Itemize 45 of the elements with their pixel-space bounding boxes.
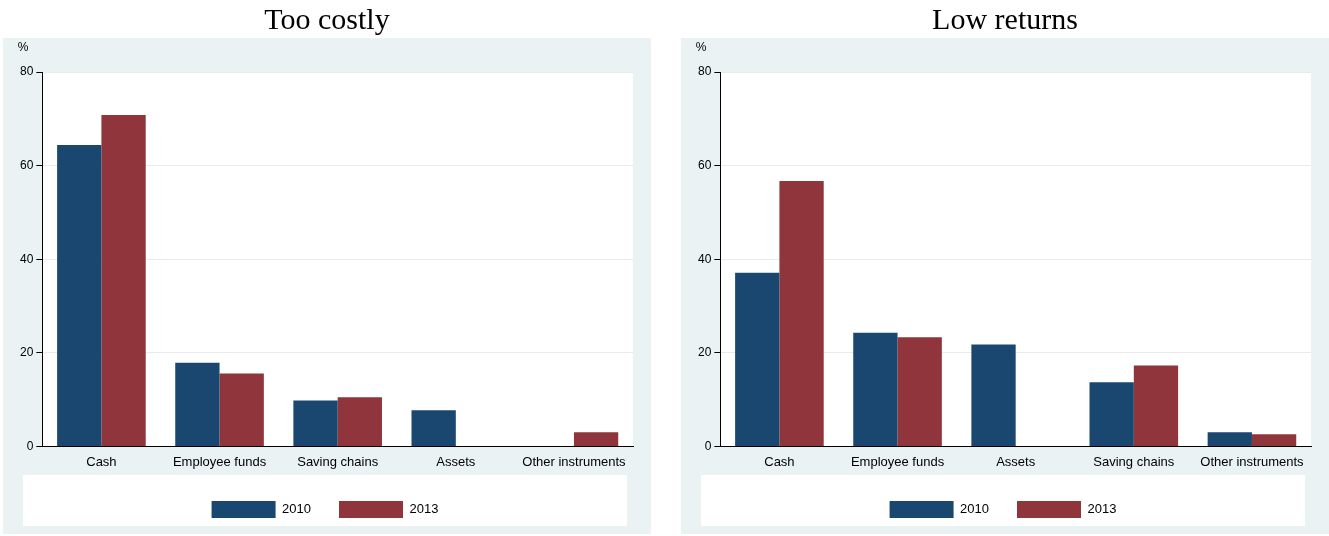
x-tick-label: Employee funds — [850, 453, 945, 469]
bar — [101, 115, 146, 446]
x-tick-label: Saving chains — [297, 453, 379, 469]
y-tick-label: 0 — [704, 438, 712, 453]
legend-label: 2010 — [282, 501, 311, 517]
y-tick-label: 60 — [697, 157, 712, 172]
bar — [779, 181, 824, 446]
x-tick-label: Other instruments — [1200, 453, 1305, 469]
y-tick-label: 80 — [697, 64, 712, 79]
bar — [1207, 432, 1252, 446]
bar — [175, 362, 220, 446]
y-axis-title: % — [17, 40, 29, 55]
x-tick-label: Cash — [764, 453, 795, 469]
bar — [219, 373, 264, 446]
legend-label: 2013 — [409, 501, 439, 517]
chart-title: Low returns — [931, 1, 1079, 37]
y-tick-label: 40 — [697, 251, 712, 266]
bar — [293, 400, 338, 446]
bar — [1133, 365, 1179, 446]
bar — [735, 272, 780, 446]
bar — [853, 332, 898, 446]
y-tick-label: 20 — [19, 345, 34, 360]
bar — [1089, 382, 1134, 446]
x-tick-label: Assets — [436, 453, 476, 469]
y-tick-label: 80 — [19, 64, 34, 79]
legend-label: 2013 — [1087, 501, 1117, 517]
y-tick-label: 20 — [697, 345, 712, 360]
bar — [411, 410, 456, 446]
bar — [1251, 434, 1297, 446]
bar — [897, 337, 942, 446]
x-tick-label: Other instruments — [522, 453, 627, 469]
y-tick-label: 0 — [26, 438, 34, 453]
bar — [573, 432, 619, 446]
x-tick-label: Assets — [996, 453, 1036, 469]
bar — [57, 145, 102, 446]
chart-title: Too costly — [263, 1, 391, 37]
x-tick-label: Cash — [86, 453, 117, 469]
y-tick-label: 40 — [19, 251, 34, 266]
bar — [971, 344, 1016, 446]
y-axis-title: % — [695, 40, 707, 55]
x-tick-label: Saving chains — [1093, 453, 1175, 469]
bar — [337, 397, 382, 446]
x-tick-label: Employee funds — [172, 453, 267, 469]
legend-label: 2010 — [960, 501, 989, 517]
y-tick-label: 60 — [19, 157, 34, 172]
